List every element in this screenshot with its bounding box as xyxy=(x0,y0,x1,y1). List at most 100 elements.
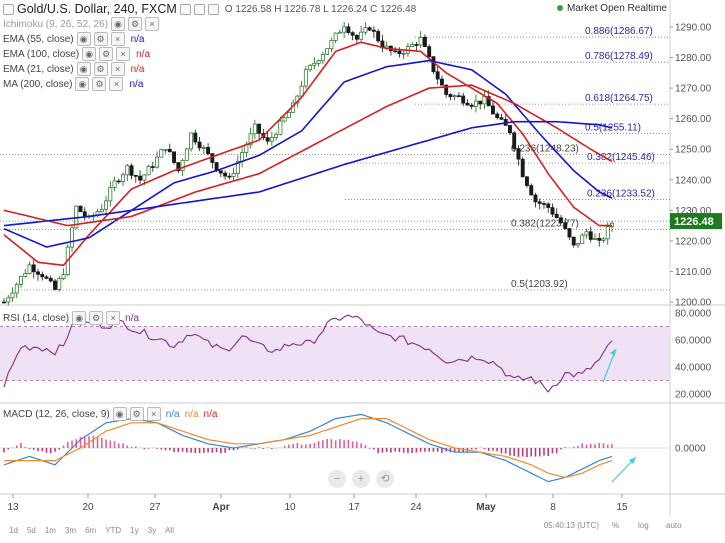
gear-icon[interactable]: ⚙ xyxy=(93,32,108,46)
candle-body xyxy=(320,54,325,62)
candle-body xyxy=(414,44,419,46)
candle-body xyxy=(537,201,542,204)
indicator-legend-ema21[interactable]: EMA (21, close) ◉ ⚙ × n/a xyxy=(3,62,145,76)
rsi-label: RSI (14, close) xyxy=(3,312,70,324)
zoom-in-button[interactable]: + xyxy=(352,470,370,488)
rsi-legend[interactable]: RSI (14, close) ◉ ⚙ × n/a xyxy=(3,311,139,325)
candle-body xyxy=(571,236,576,246)
fib-level-label: 0.618(1264.75) xyxy=(585,93,653,104)
timeframe-1m[interactable]: 1m xyxy=(44,525,56,535)
rsi-line xyxy=(3,314,613,393)
x-tick-label: 10 xyxy=(284,502,296,513)
indicator-value: n/a xyxy=(130,33,145,45)
candle-body xyxy=(529,185,534,196)
reset-button[interactable]: ⟲ xyxy=(376,470,394,488)
indicator-legend-ma200[interactable]: MA (200, close) ◉ ⚙ × n/a xyxy=(3,77,143,91)
indicator-value: n/a xyxy=(129,78,144,90)
gear-icon[interactable]: ⚙ xyxy=(93,62,108,76)
indicator-label: Ichimoku (9, 26, 52, 26) xyxy=(3,18,109,30)
candle-body xyxy=(231,173,236,178)
close-icon[interactable]: × xyxy=(145,17,160,31)
candle-body xyxy=(546,203,551,208)
eye-icon[interactable]: ◉ xyxy=(111,17,126,31)
candle-body xyxy=(159,149,164,158)
eye-icon[interactable]: ◉ xyxy=(72,311,87,325)
timeframe-ytd[interactable]: YTD xyxy=(105,525,122,535)
eye-icon[interactable]: ◉ xyxy=(76,32,91,46)
timeframe-5d[interactable]: 5d xyxy=(26,525,36,535)
indicator-label: EMA (21, close) xyxy=(3,63,74,75)
candle-body xyxy=(2,301,6,304)
eye-icon[interactable]: ◉ xyxy=(112,407,127,421)
settings-icon[interactable] xyxy=(193,3,205,15)
indicator-legend-ema55[interactable]: EMA (55, close) ◉ ⚙ × n/a xyxy=(3,32,145,46)
eye-icon[interactable]: ◉ xyxy=(82,47,97,61)
close-icon[interactable]: × xyxy=(110,62,125,76)
candle-body xyxy=(461,95,466,104)
candle-body xyxy=(342,26,347,33)
gear-icon[interactable]: ⚙ xyxy=(129,407,144,421)
last-price-tag-bg xyxy=(670,213,722,230)
close-icon[interactable]: × xyxy=(146,407,161,421)
histogram-value: n/a xyxy=(203,408,218,420)
candle-body xyxy=(393,50,398,53)
candle-body xyxy=(346,26,351,33)
y-tick-label: 1290.00 xyxy=(675,23,712,34)
rsi-tick-label: 20.0000 xyxy=(675,390,712,401)
x-tick-label: Apr xyxy=(212,502,229,513)
candle-body xyxy=(36,271,40,275)
auto-scale-button[interactable]: auto xyxy=(666,521,682,530)
gear-icon[interactable]: ⚙ xyxy=(92,77,107,91)
macd-legend[interactable]: MACD (12, 26, close, 9) ◉ ⚙ × n/a n/a n/a xyxy=(3,407,217,421)
close-icon[interactable]: × xyxy=(109,77,124,91)
percent-scale-button[interactable]: % xyxy=(612,521,620,530)
candle-body xyxy=(201,147,206,149)
candle-body xyxy=(469,104,474,107)
candle-body xyxy=(486,96,491,107)
candle-body xyxy=(350,32,355,36)
zoom-out-button[interactable]: − xyxy=(328,470,346,488)
x-tick-label: 8 xyxy=(550,502,556,513)
eye-icon[interactable]: ◉ xyxy=(76,62,91,76)
candle-body xyxy=(23,273,28,277)
candle-body xyxy=(31,264,36,273)
candle-body xyxy=(129,165,134,176)
close-icon[interactable] xyxy=(207,3,219,15)
candle-body xyxy=(146,166,151,176)
gear-icon[interactable]: ⚙ xyxy=(89,311,104,325)
timeframe-3y[interactable]: 3y xyxy=(147,525,157,535)
candle-body xyxy=(550,207,555,215)
collapse-icon[interactable] xyxy=(3,3,14,15)
rsi-tick-label: 80.0000 xyxy=(675,309,712,320)
log-scale-button[interactable]: log xyxy=(638,521,649,530)
indicator-value: n/a xyxy=(136,48,151,60)
gear-icon[interactable]: ⚙ xyxy=(99,47,114,61)
timeframe-1y[interactable]: 1y xyxy=(130,525,139,535)
indicator-legend-ema100[interactable]: EMA (100, close) ◉ ⚙ × n/a xyxy=(3,47,150,61)
indicator-legend-ichimoku[interactable]: Ichimoku (9, 26, 52, 26) ◉ ⚙ × xyxy=(3,17,160,31)
rsi-tick-label: 40.0000 xyxy=(675,363,712,374)
gear-icon[interactable]: ⚙ xyxy=(128,17,143,31)
clock: 05:40:13 (UTC) xyxy=(543,521,599,530)
close-icon[interactable]: × xyxy=(106,311,121,325)
candle-body xyxy=(371,29,376,32)
candle-body xyxy=(418,36,423,46)
candle-body xyxy=(244,144,249,153)
timeframe-1d[interactable]: 1d xyxy=(9,525,18,535)
visibility-icon[interactable] xyxy=(179,3,191,15)
candle-body xyxy=(605,226,610,240)
candle-body xyxy=(282,116,287,122)
close-icon[interactable]: × xyxy=(110,32,125,46)
market-open-icon xyxy=(556,5,563,12)
indicator-value: n/a xyxy=(130,63,145,75)
candle-body xyxy=(108,187,113,202)
candle-body xyxy=(125,165,130,176)
timeframe-all[interactable]: All xyxy=(165,525,174,535)
eye-icon[interactable]: ◉ xyxy=(75,77,90,91)
timeframe-6m[interactable]: 6m xyxy=(85,525,97,535)
close-icon[interactable]: × xyxy=(116,47,131,61)
timeframe-3m[interactable]: 3m xyxy=(64,525,77,535)
candle-body xyxy=(206,147,211,155)
candle-body xyxy=(274,133,279,138)
